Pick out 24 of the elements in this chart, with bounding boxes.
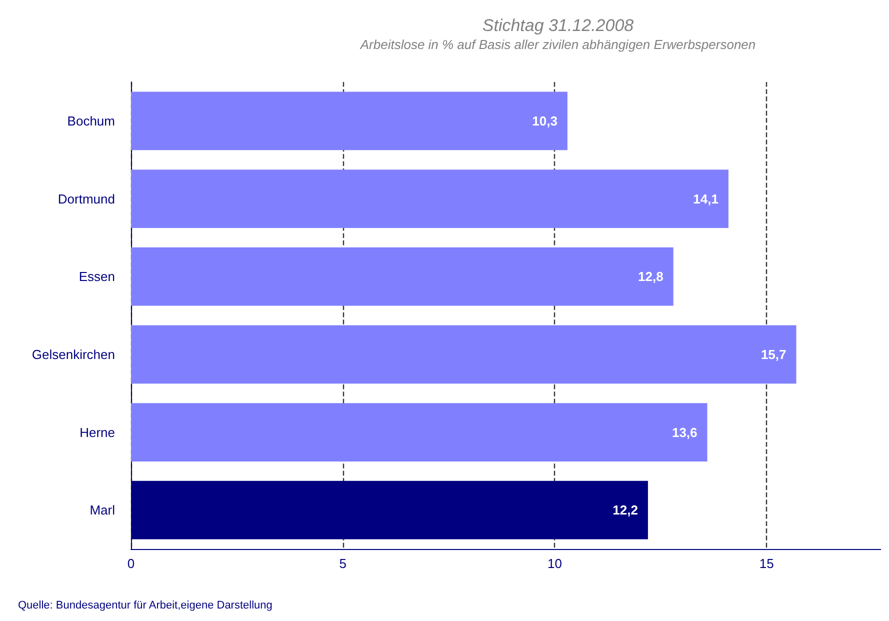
x-tick-label: 15 (759, 556, 774, 571)
bar (131, 403, 708, 462)
chart-subtitle: Arbeitslose in % auf Basis aller zivilen abhängigen Erwerbspersonen (359, 37, 756, 52)
bar (131, 325, 796, 384)
x-tick-label: 5 (339, 556, 346, 571)
bar (131, 247, 674, 306)
y-tick-label: Marl (90, 502, 116, 518)
y-tick-label: Essen (78, 269, 115, 284)
y-tick-label: Dortmund (58, 191, 115, 206)
source-note: Quelle: Bundesagentur für Arbeit,eigene Darstellung (18, 600, 272, 612)
y-tick-label: Herne (80, 424, 115, 440)
bar (131, 92, 568, 150)
x-tick-label: 0 (127, 556, 135, 571)
data-label: 15,7 (760, 346, 786, 362)
data-label: 12,8 (638, 269, 664, 284)
data-label: 12,2 (612, 502, 638, 518)
chart-title: Stichtag 31.12.2008 (482, 16, 634, 35)
x-tick-label: 10 (547, 556, 562, 571)
data-label: 10,3 (532, 113, 558, 128)
data-label: 14,1 (693, 191, 718, 206)
y-tick-label: Gelsenkirchen (32, 346, 115, 362)
bar (131, 170, 728, 228)
data-label: 13,6 (672, 424, 698, 440)
y-tick-label: Bochum (67, 113, 115, 128)
